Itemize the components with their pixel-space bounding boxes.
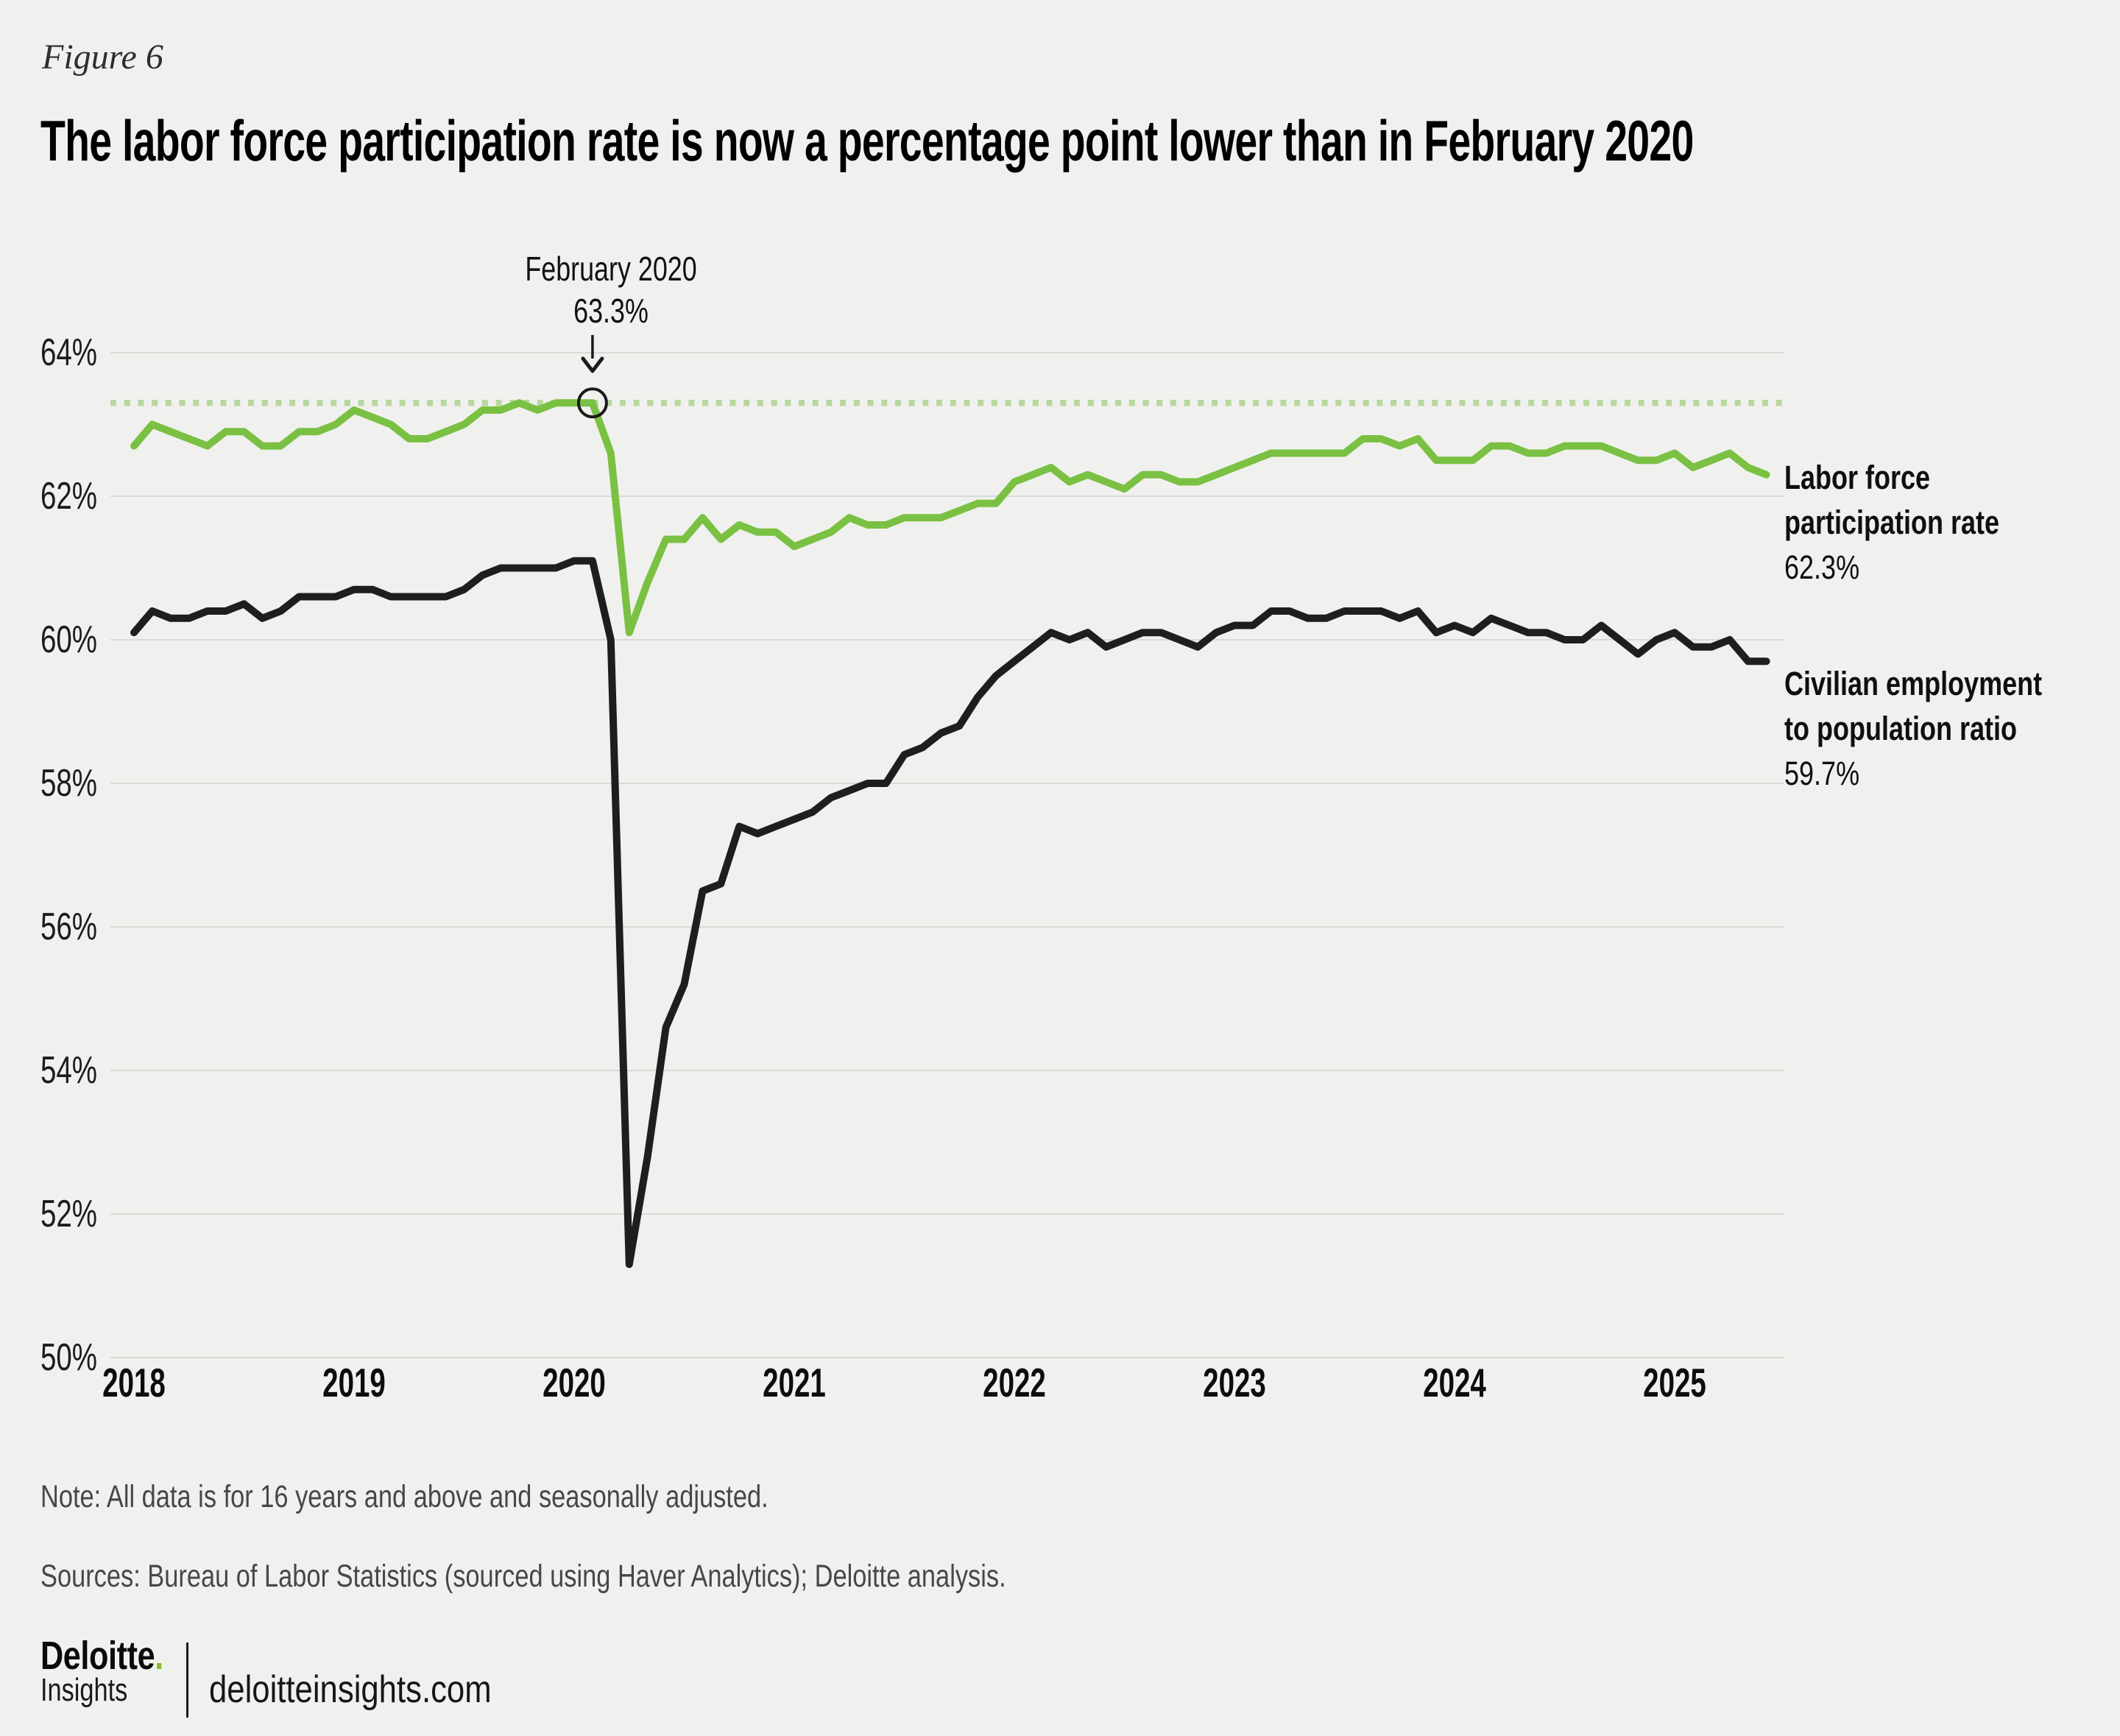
footer-divider (186, 1643, 188, 1718)
series-label-labor-force-line2: participation rate (1784, 504, 2000, 541)
y-tick-52: 52% (40, 1193, 97, 1235)
deloitte-logo-insights: Insights (40, 1672, 128, 1708)
deloitte-logo-green-dot: . (155, 1634, 163, 1678)
y-tick-56: 56% (40, 906, 97, 948)
x-tick-2025: 2025 (1643, 1360, 1706, 1405)
y-tick-50: 50% (40, 1336, 97, 1379)
x-tick-2021: 2021 (763, 1360, 826, 1405)
deloitte-logo-wordmark: Deloitte (40, 1634, 155, 1678)
down-arrow-icon (581, 356, 604, 373)
sources-text: Sources: Bureau of Labor Statistics (sou… (40, 1559, 1006, 1594)
series-label-employment-ratio-value: 59.7% (1784, 755, 1860, 792)
figure-number-label: Figure 6 (42, 38, 163, 77)
series-label-labor-force: Labor force participation rate 62.3% (1784, 455, 2114, 590)
series-label-employment-ratio: Civilian employment to population ratio … (1784, 661, 2114, 796)
peak-annotation: February 2020 63.3% (439, 248, 783, 332)
peak-annotation-date: February 2020 (525, 250, 697, 288)
series-label-labor-force-value: 62.3% (1784, 548, 1860, 586)
deloitte-logo: Deloitte. (40, 1636, 163, 1676)
y-tick-58: 58% (40, 762, 97, 805)
series-line-employment-ratio (130, 557, 1770, 1269)
feb-2020-marker-circle (576, 387, 608, 419)
x-tick-2022: 2022 (983, 1360, 1046, 1405)
series-label-employment-ratio-line2: to population ratio (1784, 710, 2017, 747)
y-tick-62: 62% (40, 475, 97, 518)
x-tick-2023: 2023 (1203, 1360, 1266, 1405)
x-tick-2019: 2019 (322, 1360, 386, 1405)
site-url: deloitteinsights.com (209, 1668, 492, 1711)
series-label-labor-force-line1: Labor force (1784, 459, 1931, 496)
page-title: The labor force participation rate is no… (40, 108, 1694, 173)
y-tick-54: 54% (40, 1049, 97, 1092)
y-tick-64: 64% (40, 331, 97, 374)
x-tick-2020: 2020 (543, 1360, 606, 1405)
x-tick-2024: 2024 (1423, 1360, 1486, 1405)
note-text: Note: All data is for 16 years and above… (40, 1479, 768, 1514)
series-line-labor-force (130, 399, 1770, 637)
y-tick-60: 60% (40, 618, 97, 661)
x-tick-2018: 2018 (102, 1360, 166, 1405)
peak-annotation-value: 63.3% (573, 292, 649, 330)
series-label-employment-ratio-line1: Civilian employment (1784, 665, 2043, 702)
